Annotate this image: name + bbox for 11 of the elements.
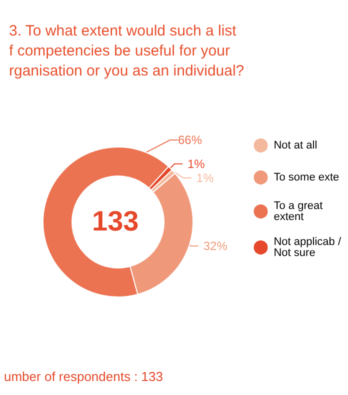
data-label: 32% [203,238,228,253]
data-label: 1% [187,156,206,171]
legend-label: To a great extent [274,200,326,223]
text: 133 [92,206,139,236]
legend-label: To some exte [274,172,340,184]
text: umber of respondents : 133 [4,369,163,384]
legend-label: Not applicab /Not sure [274,236,342,259]
data-label: 66% [178,133,202,147]
data-label: 1% [196,170,214,185]
chart-title: 3. To what extent would such a list f competencies be useful for your rganisation or you as an individual? [9,22,244,80]
legend-label: Not at all [274,140,318,152]
